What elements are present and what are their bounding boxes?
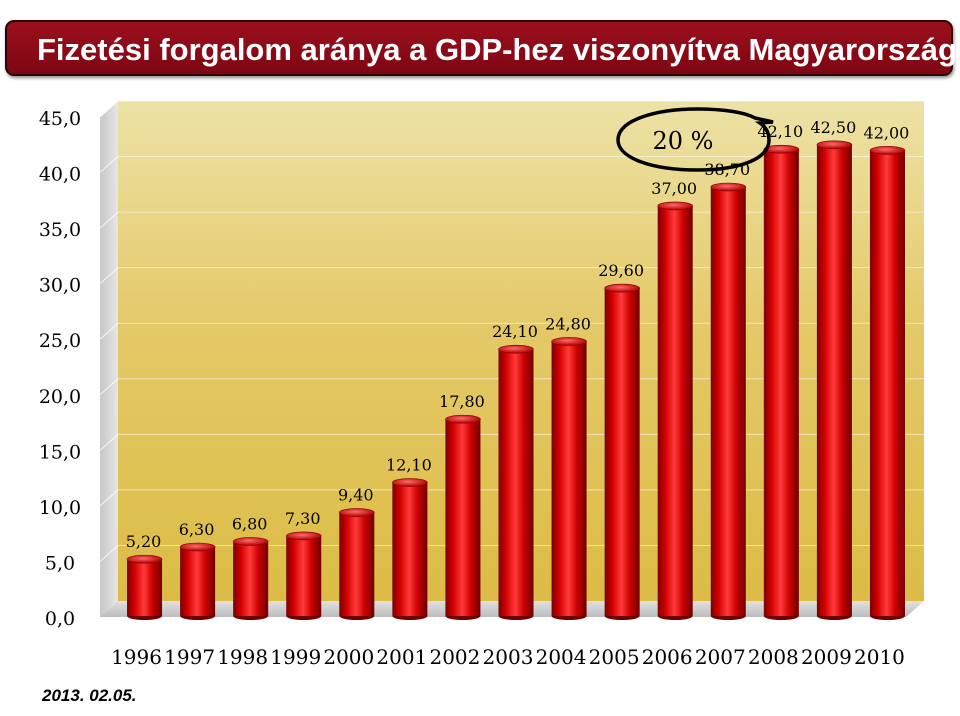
bar-cap <box>763 144 800 154</box>
annotation-text: 20 % <box>653 127 714 155</box>
bar-2004 <box>551 337 587 620</box>
bar-cap <box>285 531 322 541</box>
y-tick-label: 45,0 <box>39 108 81 130</box>
data-label: 17,80 <box>439 392 485 411</box>
data-label: 7,30 <box>285 509 321 528</box>
bar-cap <box>445 414 481 424</box>
bar-2003 <box>498 344 534 620</box>
gridline-side <box>99 156 119 173</box>
bar-1996 <box>126 554 163 620</box>
bar-cap <box>710 182 747 192</box>
x-tick-label: 2008 <box>748 645 799 669</box>
bar-body <box>816 144 852 616</box>
y-tick-label: 35,0 <box>39 219 81 241</box>
y-tick-label: 15,0 <box>39 441 81 463</box>
data-label: 12,10 <box>386 456 432 475</box>
gridline-side <box>99 545 119 562</box>
bar-cap <box>392 478 428 487</box>
bar-cap <box>498 344 534 354</box>
bar-1999 <box>285 531 322 620</box>
data-label: 24,80 <box>545 314 591 333</box>
x-tick-label: 2002 <box>429 645 480 669</box>
data-label: 24,10 <box>492 322 538 341</box>
bar-body <box>763 149 799 616</box>
x-tick-label: 2001 <box>376 645 427 669</box>
bar-cap <box>551 337 587 346</box>
y-tick-label: 10,0 <box>39 497 81 519</box>
bar-body <box>869 150 905 617</box>
bar-body <box>180 547 216 616</box>
bar-2005 <box>604 283 640 620</box>
gridline-side <box>99 378 119 396</box>
bar-2006 <box>657 201 694 620</box>
y-tick-label: 0,0 <box>45 608 75 630</box>
gridline-side <box>99 489 119 507</box>
annotation-bubble <box>616 107 774 172</box>
y-tick-label: 40,0 <box>39 164 81 186</box>
gridline-side <box>99 267 119 285</box>
x-tick-label: 2009 <box>801 645 852 669</box>
x-tick-label: 2004 <box>536 645 587 669</box>
bar-cap <box>338 508 375 517</box>
data-label: 5,20 <box>126 532 162 551</box>
bar-body <box>445 419 481 616</box>
bar-body <box>551 341 587 616</box>
bar-body <box>286 535 322 616</box>
bar-2001 <box>392 478 428 620</box>
data-label: 37,00 <box>651 179 697 198</box>
chart-side-wall <box>100 101 118 617</box>
bar-2000 <box>338 508 375 620</box>
y-tick-label: 5,0 <box>45 552 75 574</box>
x-tick-label: 2000 <box>323 645 374 669</box>
bar-body <box>233 541 269 616</box>
data-label: 29,60 <box>598 261 644 280</box>
bar-2008 <box>763 144 800 620</box>
y-tick-label: 20,0 <box>39 386 81 408</box>
x-tick-label: 2010 <box>854 645 905 669</box>
bar-1998 <box>232 537 269 620</box>
bar-body <box>339 512 375 616</box>
gridline-side <box>99 211 119 229</box>
bar-2010 <box>869 146 906 620</box>
bar-2007 <box>710 182 747 620</box>
bar-body <box>710 187 746 616</box>
data-label: 9,40 <box>338 486 374 505</box>
data-label: 42,00 <box>864 123 910 142</box>
bar-cap <box>869 146 906 155</box>
y-tick-label: 30,0 <box>39 275 81 297</box>
bar-1997 <box>179 542 216 620</box>
bar-body <box>127 559 163 616</box>
y-tick-label: 25,0 <box>39 330 81 352</box>
bar-cap <box>232 537 269 546</box>
data-label: 6,30 <box>179 520 215 539</box>
bar-cap <box>126 554 163 564</box>
x-tick-label: 2005 <box>589 645 640 669</box>
gridline-side <box>99 322 119 340</box>
x-tick-label: 2003 <box>483 645 534 669</box>
data-label: 6,80 <box>232 514 268 533</box>
x-tick-label: 1997 <box>164 645 215 669</box>
bar-2009 <box>816 140 853 620</box>
data-label: 42,50 <box>810 118 856 137</box>
bar-body <box>392 482 428 616</box>
bar-body <box>657 205 693 616</box>
x-tick-label: 2007 <box>695 645 746 669</box>
x-tick-label: 2006 <box>642 645 693 669</box>
bar-2002 <box>445 414 481 620</box>
bar-cap <box>604 283 640 293</box>
date-footer: 2013. 02.05. <box>42 686 137 705</box>
bar-body <box>498 349 534 616</box>
gridline-side <box>99 100 119 118</box>
x-tick-label: 1999 <box>270 645 321 669</box>
x-tick-label: 1998 <box>217 645 268 669</box>
bar-cap <box>816 140 853 150</box>
title-banner: Fizetési forgalom aránya a GDP-hez viszo… <box>5 20 960 76</box>
bar-cap <box>179 542 216 552</box>
bar-cap <box>657 201 694 211</box>
bar-body <box>604 288 640 616</box>
gridline-side <box>99 433 119 451</box>
x-tick-label: 1996 <box>111 645 162 669</box>
page-title: Fizetési forgalom aránya a GDP-hez viszo… <box>37 32 960 67</box>
